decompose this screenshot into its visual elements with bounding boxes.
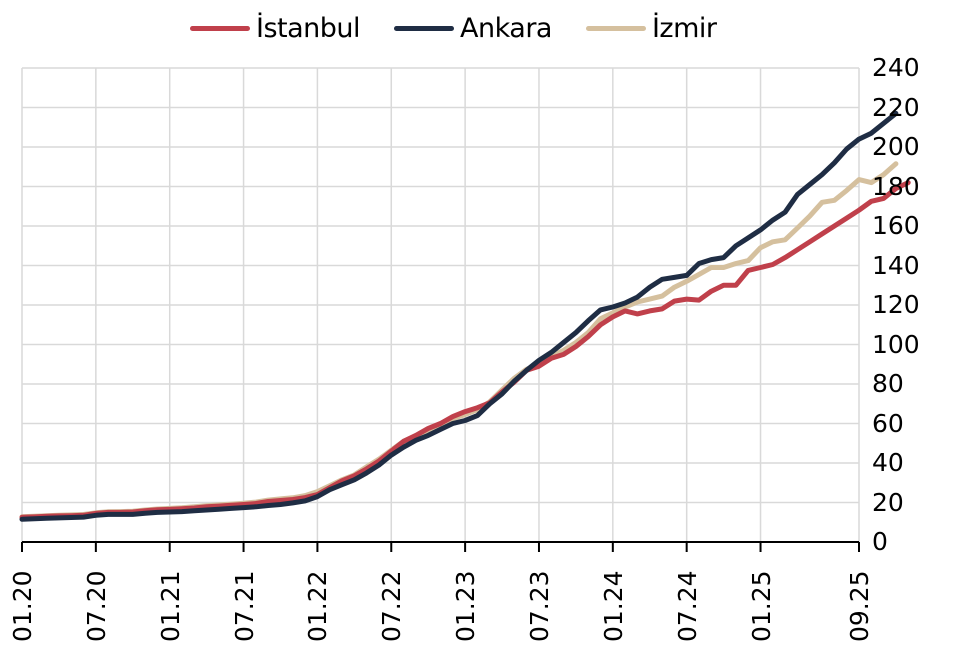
x-tick-label: 07.20 — [81, 570, 111, 642]
series-line-izmir — [19, 161, 899, 520]
x-tick-label: 01.24 — [598, 570, 628, 642]
y-tick-label: 60 — [872, 408, 904, 438]
y-tick-label: 160 — [872, 211, 920, 240]
x-tick-label: 01.20 — [8, 570, 37, 642]
x-tick-label: 07.23 — [524, 570, 554, 642]
y-tick-label: 180 — [872, 171, 920, 201]
y-tick-label: 240 — [872, 53, 920, 82]
chart-legend: İstanbul Ankara İzmir — [190, 8, 751, 48]
x-tick-label: 01.22 — [303, 570, 333, 642]
y-tick-label: 120 — [872, 290, 920, 319]
legend-label: İzmir — [651, 12, 717, 44]
x-tick-label: 01.25 — [746, 570, 776, 642]
y-tick-label: 220 — [872, 92, 920, 122]
legend-item-ankara: Ankara — [394, 13, 552, 44]
x-tick-label: 09.25 — [845, 570, 874, 642]
legend-line-icon — [585, 25, 646, 31]
legend-label: İstanbul — [256, 12, 361, 44]
y-tick-label: 20 — [872, 487, 904, 517]
series-line-ankara — [19, 110, 899, 522]
y-tick-label: 140 — [872, 250, 920, 280]
x-tick-label: 01.23 — [451, 570, 481, 642]
x-tick-label: 07.21 — [229, 570, 259, 642]
x-tick-label: 01.21 — [155, 570, 185, 642]
y-tick-label: 0 — [872, 527, 888, 556]
legend-line-icon — [394, 25, 455, 31]
y-tick-label: 200 — [872, 132, 920, 161]
y-tick-label: 40 — [872, 448, 904, 477]
legend-item-istanbul: İstanbul — [190, 12, 361, 44]
x-tick-label: 07.22 — [377, 570, 407, 642]
x-tick-label: 07.24 — [672, 570, 702, 642]
y-tick-label: 80 — [872, 369, 904, 398]
y-tick-label: 100 — [872, 329, 920, 359]
legend-label: Ankara — [460, 12, 552, 44]
series-line-istanbul — [19, 180, 911, 520]
legend-item-izmir: İzmir — [585, 12, 717, 44]
legend-line-icon — [190, 25, 250, 31]
